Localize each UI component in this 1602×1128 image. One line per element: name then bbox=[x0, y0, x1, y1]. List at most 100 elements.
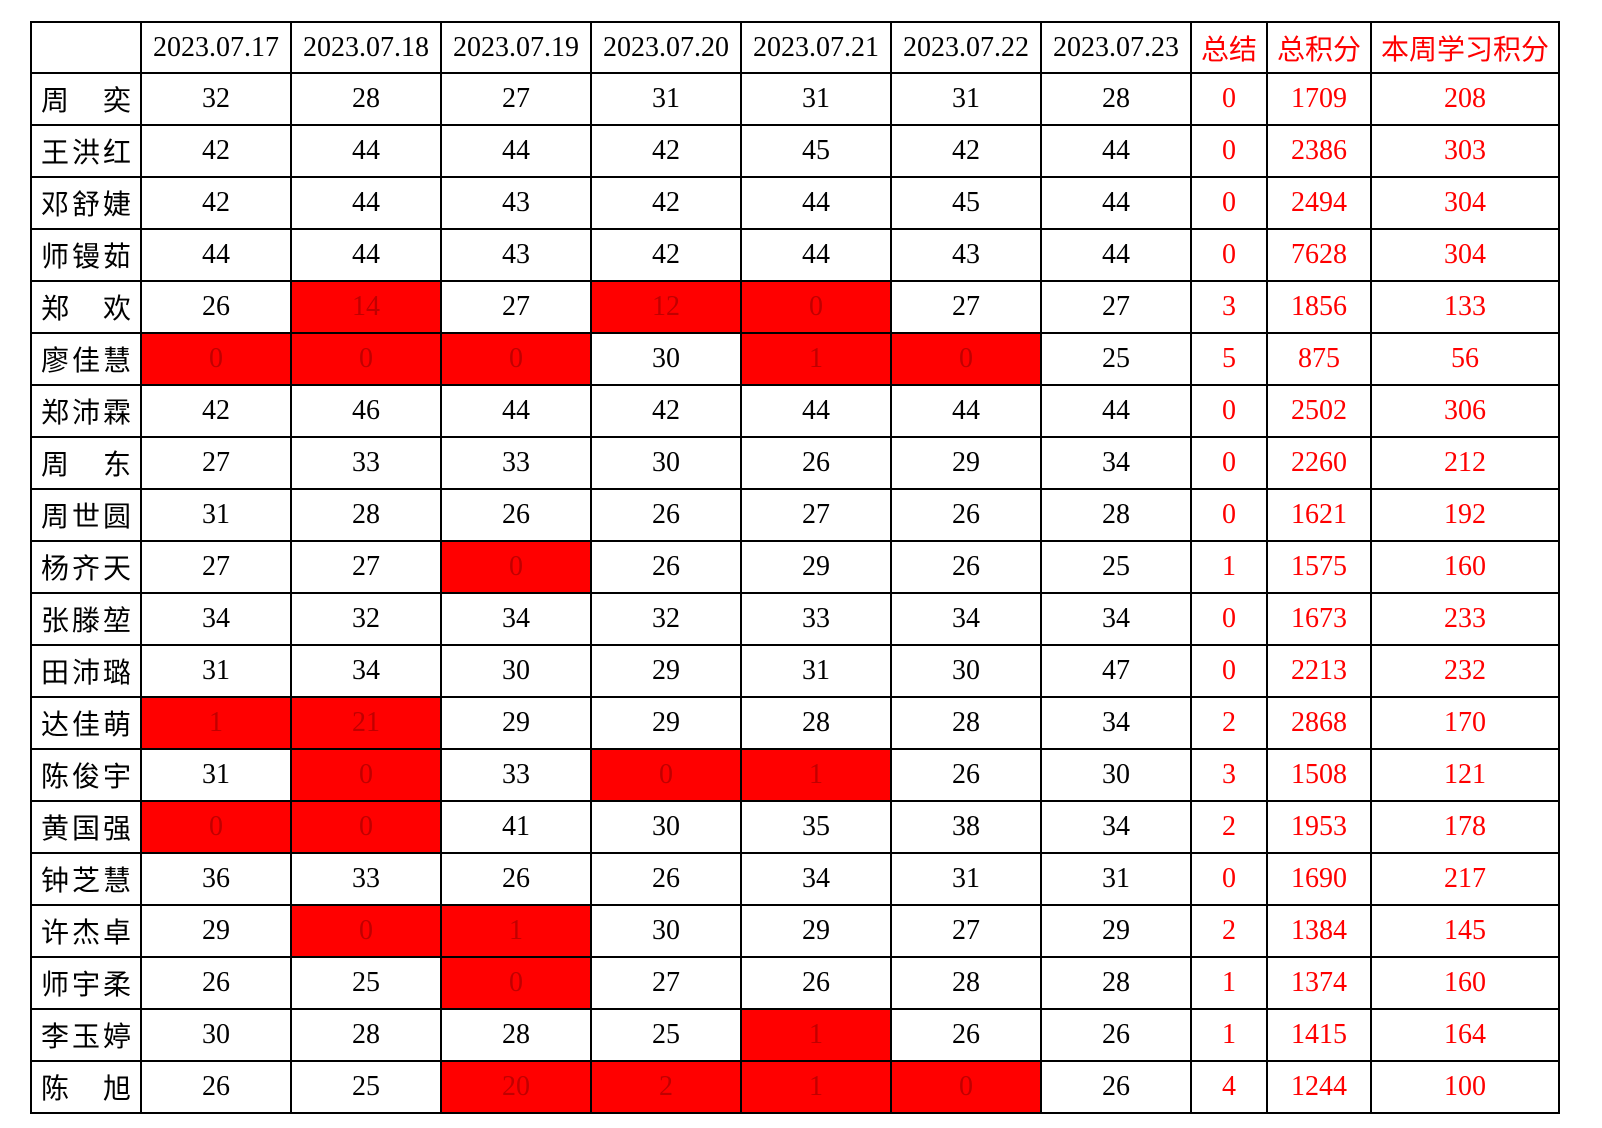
date-header[interactable]: 2023.07.20 bbox=[590, 21, 742, 74]
daily-score-cell[interactable]: 42 bbox=[590, 384, 742, 438]
summary-cell[interactable]: 0 bbox=[1190, 592, 1268, 646]
daily-score-cell[interactable]: 43 bbox=[890, 228, 1042, 282]
total-points-cell[interactable]: 2386 bbox=[1266, 124, 1372, 178]
week-points-cell[interactable]: 233 bbox=[1370, 592, 1560, 646]
daily-score-cell[interactable]: 33 bbox=[290, 436, 442, 490]
daily-score-cell[interactable]: 25 bbox=[590, 1008, 742, 1062]
daily-score-cell[interactable]: 34 bbox=[1040, 592, 1192, 646]
week-points-cell[interactable]: 160 bbox=[1370, 540, 1560, 594]
daily-score-cell[interactable]: 42 bbox=[590, 176, 742, 230]
week-points-cell[interactable]: 133 bbox=[1370, 280, 1560, 334]
daily-score-cell[interactable]: 26 bbox=[140, 280, 292, 334]
daily-score-cell[interactable]: 44 bbox=[740, 228, 892, 282]
daily-score-cell[interactable]: 1 bbox=[140, 696, 292, 750]
daily-score-cell[interactable]: 29 bbox=[740, 904, 892, 958]
total-points-cell[interactable]: 2260 bbox=[1266, 436, 1372, 490]
total-points-header[interactable]: 总积分 bbox=[1266, 21, 1372, 74]
total-points-cell[interactable]: 1856 bbox=[1266, 280, 1372, 334]
daily-score-cell[interactable]: 25 bbox=[1040, 540, 1192, 594]
daily-score-cell[interactable]: 34 bbox=[740, 852, 892, 906]
daily-score-cell[interactable]: 28 bbox=[740, 696, 892, 750]
daily-score-cell[interactable]: 42 bbox=[590, 228, 742, 282]
daily-score-cell[interactable]: 36 bbox=[140, 852, 292, 906]
daily-score-cell[interactable]: 44 bbox=[1040, 176, 1192, 230]
student-name-cell[interactable]: 陈旭 bbox=[30, 1060, 142, 1114]
total-points-cell[interactable]: 7628 bbox=[1266, 228, 1372, 282]
daily-score-cell[interactable]: 28 bbox=[1040, 72, 1192, 126]
daily-score-cell[interactable]: 2 bbox=[590, 1060, 742, 1114]
week-points-cell[interactable]: 121 bbox=[1370, 748, 1560, 802]
daily-score-cell[interactable]: 27 bbox=[740, 488, 892, 542]
daily-score-cell[interactable]: 26 bbox=[740, 956, 892, 1010]
daily-score-cell[interactable]: 29 bbox=[890, 436, 1042, 490]
total-points-cell[interactable]: 2213 bbox=[1266, 644, 1372, 698]
summary-cell[interactable]: 3 bbox=[1190, 748, 1268, 802]
student-name-cell[interactable]: 陈俊宇 bbox=[30, 748, 142, 802]
student-name-cell[interactable]: 邓舒婕 bbox=[30, 176, 142, 230]
daily-score-cell[interactable]: 38 bbox=[890, 800, 1042, 854]
student-name-cell[interactable]: 郑欢 bbox=[30, 280, 142, 334]
total-points-cell[interactable]: 1690 bbox=[1266, 852, 1372, 906]
daily-score-cell[interactable]: 30 bbox=[140, 1008, 292, 1062]
daily-score-cell[interactable]: 29 bbox=[590, 644, 742, 698]
daily-score-cell[interactable]: 30 bbox=[1040, 748, 1192, 802]
daily-score-cell[interactable]: 27 bbox=[590, 956, 742, 1010]
week-points-cell[interactable]: 303 bbox=[1370, 124, 1560, 178]
summary-cell[interactable]: 1 bbox=[1190, 1008, 1268, 1062]
summary-cell[interactable]: 1 bbox=[1190, 540, 1268, 594]
daily-score-cell[interactable]: 45 bbox=[740, 124, 892, 178]
summary-cell[interactable]: 0 bbox=[1190, 384, 1268, 438]
week-points-header[interactable]: 本周学习积分 bbox=[1370, 21, 1560, 74]
daily-score-cell[interactable]: 28 bbox=[1040, 956, 1192, 1010]
date-header[interactable]: 2023.07.21 bbox=[740, 21, 892, 74]
daily-score-cell[interactable]: 44 bbox=[290, 176, 442, 230]
daily-score-cell[interactable]: 31 bbox=[140, 644, 292, 698]
daily-score-cell[interactable]: 47 bbox=[1040, 644, 1192, 698]
student-name-cell[interactable]: 郑沛霖 bbox=[30, 384, 142, 438]
daily-score-cell[interactable]: 31 bbox=[740, 72, 892, 126]
week-points-cell[interactable]: 170 bbox=[1370, 696, 1560, 750]
week-points-cell[interactable]: 164 bbox=[1370, 1008, 1560, 1062]
daily-score-cell[interactable]: 25 bbox=[290, 1060, 442, 1114]
daily-score-cell[interactable]: 0 bbox=[140, 332, 292, 386]
daily-score-cell[interactable]: 44 bbox=[140, 228, 292, 282]
date-header[interactable]: 2023.07.23 bbox=[1040, 21, 1192, 74]
daily-score-cell[interactable]: 0 bbox=[740, 280, 892, 334]
summary-cell[interactable]: 0 bbox=[1190, 124, 1268, 178]
corner-cell[interactable] bbox=[30, 21, 142, 74]
daily-score-cell[interactable]: 1 bbox=[740, 332, 892, 386]
week-points-cell[interactable]: 100 bbox=[1370, 1060, 1560, 1114]
daily-score-cell[interactable]: 1 bbox=[440, 904, 592, 958]
student-name-cell[interactable]: 师镘茹 bbox=[30, 228, 142, 282]
date-header[interactable]: 2023.07.22 bbox=[890, 21, 1042, 74]
total-points-cell[interactable]: 1575 bbox=[1266, 540, 1372, 594]
daily-score-cell[interactable]: 33 bbox=[440, 748, 592, 802]
daily-score-cell[interactable]: 27 bbox=[890, 280, 1042, 334]
daily-score-cell[interactable]: 26 bbox=[440, 488, 592, 542]
summary-header[interactable]: 总结 bbox=[1190, 21, 1268, 74]
daily-score-cell[interactable]: 0 bbox=[890, 332, 1042, 386]
summary-cell[interactable]: 2 bbox=[1190, 696, 1268, 750]
summary-cell[interactable]: 0 bbox=[1190, 488, 1268, 542]
week-points-cell[interactable]: 56 bbox=[1370, 332, 1560, 386]
daily-score-cell[interactable]: 32 bbox=[590, 592, 742, 646]
daily-score-cell[interactable]: 12 bbox=[590, 280, 742, 334]
daily-score-cell[interactable]: 0 bbox=[890, 1060, 1042, 1114]
daily-score-cell[interactable]: 30 bbox=[440, 644, 592, 698]
daily-score-cell[interactable]: 33 bbox=[440, 436, 592, 490]
summary-cell[interactable]: 2 bbox=[1190, 800, 1268, 854]
week-points-cell[interactable]: 208 bbox=[1370, 72, 1560, 126]
daily-score-cell[interactable]: 35 bbox=[740, 800, 892, 854]
daily-score-cell[interactable]: 27 bbox=[140, 436, 292, 490]
student-name-cell[interactable]: 周东 bbox=[30, 436, 142, 490]
student-name-cell[interactable]: 周奕 bbox=[30, 72, 142, 126]
student-name-cell[interactable]: 达佳萌 bbox=[30, 696, 142, 750]
daily-score-cell[interactable]: 28 bbox=[290, 1008, 442, 1062]
daily-score-cell[interactable]: 0 bbox=[140, 800, 292, 854]
summary-cell[interactable]: 2 bbox=[1190, 904, 1268, 958]
summary-cell[interactable]: 5 bbox=[1190, 332, 1268, 386]
week-points-cell[interactable]: 192 bbox=[1370, 488, 1560, 542]
daily-score-cell[interactable]: 31 bbox=[140, 488, 292, 542]
student-name-cell[interactable]: 杨齐天 bbox=[30, 540, 142, 594]
daily-score-cell[interactable]: 44 bbox=[740, 384, 892, 438]
